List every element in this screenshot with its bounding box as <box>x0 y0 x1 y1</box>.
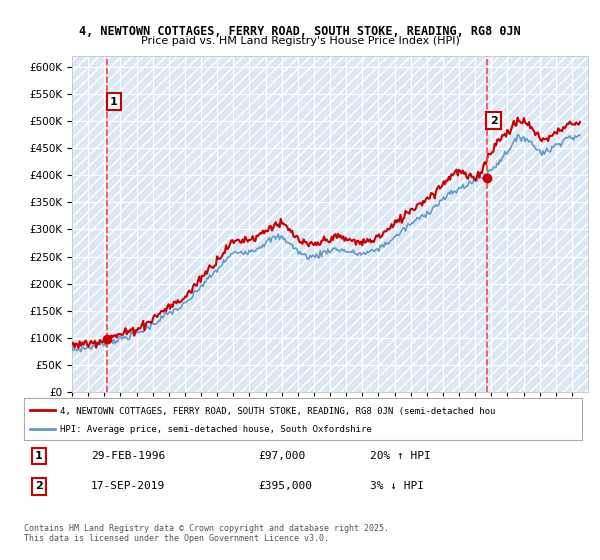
Text: 20% ↑ HPI: 20% ↑ HPI <box>370 451 431 461</box>
Text: Contains HM Land Registry data © Crown copyright and database right 2025.
This d: Contains HM Land Registry data © Crown c… <box>24 524 389 543</box>
Text: £395,000: £395,000 <box>259 481 313 491</box>
FancyBboxPatch shape <box>72 56 588 392</box>
Text: 29-FEB-1996: 29-FEB-1996 <box>91 451 165 461</box>
FancyBboxPatch shape <box>24 398 582 440</box>
Text: 17-SEP-2019: 17-SEP-2019 <box>91 481 165 491</box>
Text: HPI: Average price, semi-detached house, South Oxfordshire: HPI: Average price, semi-detached house,… <box>60 426 372 435</box>
Text: Price paid vs. HM Land Registry's House Price Index (HPI): Price paid vs. HM Land Registry's House … <box>140 36 460 46</box>
Text: £97,000: £97,000 <box>259 451 305 461</box>
Text: 2: 2 <box>35 481 43 491</box>
Text: 3% ↓ HPI: 3% ↓ HPI <box>370 481 424 491</box>
Text: 4, NEWTOWN COTTAGES, FERRY ROAD, SOUTH STOKE, READING, RG8 0JN: 4, NEWTOWN COTTAGES, FERRY ROAD, SOUTH S… <box>79 25 521 38</box>
Text: 4, NEWTOWN COTTAGES, FERRY ROAD, SOUTH STOKE, READING, RG8 0JN (semi-detached ho: 4, NEWTOWN COTTAGES, FERRY ROAD, SOUTH S… <box>60 407 496 416</box>
Text: 1: 1 <box>35 451 43 461</box>
Text: 2: 2 <box>490 116 497 126</box>
Text: 1: 1 <box>110 97 118 107</box>
